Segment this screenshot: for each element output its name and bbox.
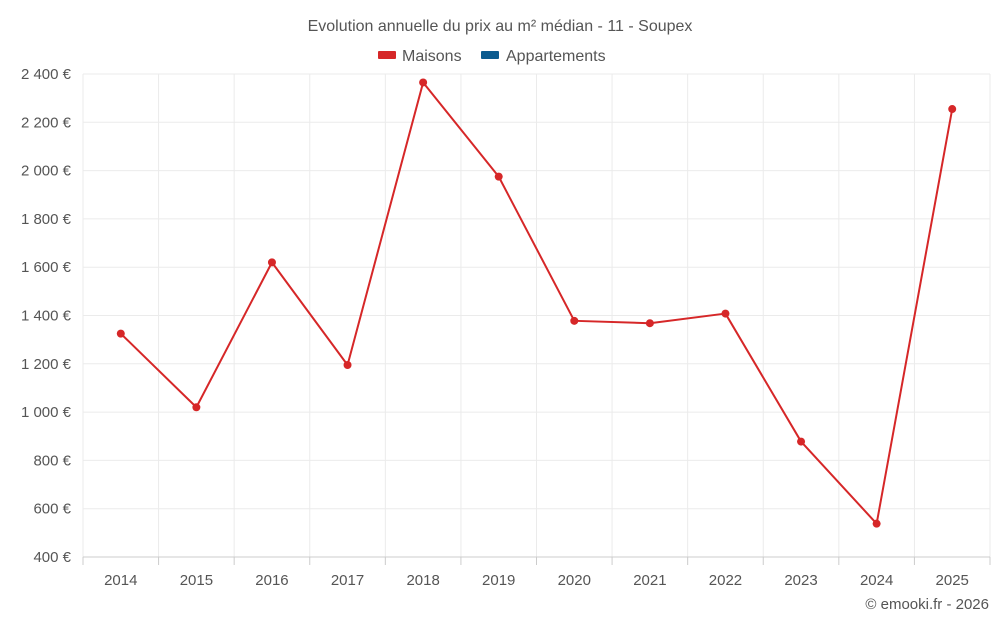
x-tick-label: 2023	[784, 572, 817, 589]
series	[116, 78, 957, 528]
legend-item-appartements[interactable]: Appartements	[481, 48, 606, 65]
y-tick-label: 1 400 €	[21, 308, 72, 325]
y-tick-label: 2 200 €	[21, 114, 72, 131]
x-tick-label: 2025	[936, 572, 969, 589]
legend-label-maisons: Maisons	[402, 48, 462, 65]
series-line-maisons	[120, 81, 954, 525]
y-tick-label: 1 000 €	[21, 404, 72, 421]
legend: Maisons Appartements	[378, 48, 606, 65]
data-point[interactable]	[494, 172, 503, 181]
x-tick-label: 2020	[558, 572, 591, 589]
x-tick-label: 2019	[482, 572, 515, 589]
data-point[interactable]	[570, 316, 579, 325]
data-point[interactable]	[721, 309, 730, 318]
legend-label-appartements: Appartements	[506, 48, 606, 65]
y-tick-label: 800 €	[33, 452, 71, 469]
data-point[interactable]	[192, 403, 201, 412]
chart-title: Evolution annuelle du prix au m² médian …	[308, 18, 693, 35]
y-axis: 400 € 600 € 800 € 1 000 € 1 200 € 1 400 € 1 60…	[21, 66, 72, 566]
legend-swatch-appartements	[481, 51, 499, 59]
y-tick-label: 2 400 €	[21, 66, 72, 83]
x-tick-label: 2018	[406, 572, 439, 589]
y-tick-label: 1 800 €	[21, 211, 72, 228]
data-point[interactable]	[872, 519, 881, 528]
gridlines	[82, 73, 991, 557]
y-tick-label: 1 200 €	[21, 356, 72, 373]
data-point[interactable]	[948, 105, 957, 114]
x-tick-label: 2017	[331, 572, 364, 589]
x-tick-label: 2016	[255, 572, 288, 589]
x-tick-label: 2021	[633, 572, 666, 589]
x-tick-label: 2022	[709, 572, 742, 589]
data-point[interactable]	[267, 258, 276, 267]
legend-item-maisons[interactable]: Maisons	[378, 48, 462, 65]
credit-text: © emooki.fr - 2026	[865, 596, 989, 613]
y-tick-label: 1 600 €	[21, 259, 72, 276]
data-point[interactable]	[797, 437, 806, 446]
x-tick-label: 2014	[104, 572, 137, 589]
y-tick-label: 600 €	[33, 501, 71, 518]
y-tick-label: 400 €	[33, 549, 71, 566]
x-tick-label: 2015	[180, 572, 213, 589]
data-point[interactable]	[343, 361, 352, 370]
data-point[interactable]	[116, 329, 125, 338]
legend-swatch-maisons	[378, 51, 396, 59]
x-tick-label: 2024	[860, 572, 893, 589]
x-axis: 2014 2015 2016 2017 2018 2019 2020 2021 2022 2023…	[82, 556, 991, 589]
data-point[interactable]	[419, 78, 428, 87]
y-tick-label: 2 000 €	[21, 163, 72, 180]
data-point[interactable]	[645, 319, 654, 328]
